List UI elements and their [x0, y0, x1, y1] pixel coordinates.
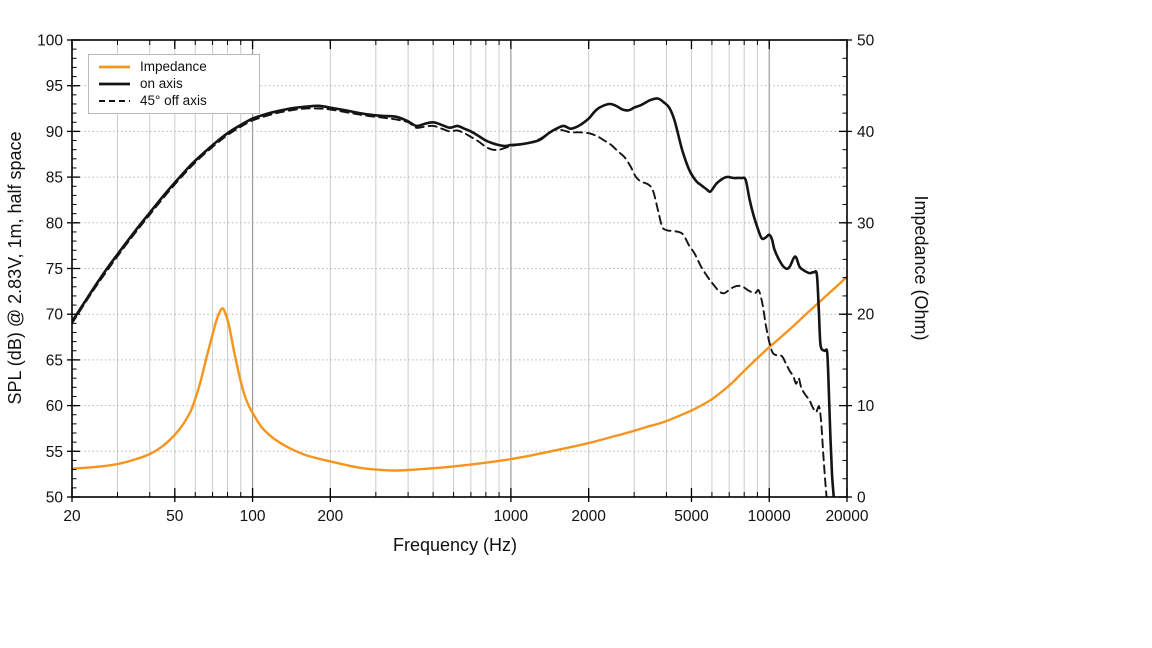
left-y-tick-label-70: 70 [46, 307, 64, 324]
legend: Impedance on axis 45° off axis [88, 54, 260, 114]
right-y-tick-label-50: 50 [857, 33, 875, 50]
legend-label-45-off-axis: 45° off axis [140, 93, 207, 108]
legend-item-impedance: Impedance [98, 59, 251, 74]
impedance-line-sample [98, 64, 131, 70]
x-tick-label-10000: 10000 [748, 508, 791, 525]
curves [72, 97, 847, 497]
x-tick-label-100: 100 [240, 508, 266, 525]
x-tick-label-2000: 2000 [571, 508, 606, 525]
curve-45-off-axis [72, 107, 828, 497]
x-tick-label-200: 200 [317, 508, 343, 525]
legend-label-impedance: Impedance [140, 59, 207, 74]
left-y-tick-label-100: 100 [37, 33, 63, 50]
left-y-tick-label-55: 55 [46, 444, 63, 461]
left-y-tick-label-85: 85 [46, 170, 63, 187]
x-tick-label-20000: 20000 [825, 508, 868, 525]
legend-item-45-off-axis: 45° off axis [98, 93, 251, 108]
legend-item-on-axis: on axis [98, 76, 251, 91]
curve-impedance [72, 275, 847, 472]
right-y-tick-label-20: 20 [857, 307, 875, 324]
curve-on-axis [72, 97, 836, 497]
left-y-axis-title: SPL (dB) @ 2.83V, 1m, half space [5, 131, 25, 404]
right-y-tick-label-0: 0 [857, 490, 866, 507]
x-tick-label-5000: 5000 [674, 508, 709, 525]
left-y-tick-label-65: 65 [46, 352, 63, 369]
off-axis-line-sample [98, 98, 131, 104]
x-tick-label-50: 50 [166, 508, 184, 525]
left-y-tick-label-90: 90 [46, 124, 64, 141]
x-tick-label-20: 20 [63, 508, 81, 525]
x-tick-label-1000: 1000 [494, 508, 529, 525]
gridlines [72, 40, 847, 497]
axis-ticks [67, 39, 852, 502]
axis-tick-labels: 20 50 100 200 1000 2000 5000 10000 2000050556065… [37, 33, 874, 526]
right-y-tick-label-30: 30 [857, 215, 875, 232]
left-y-tick-label-60: 60 [46, 398, 64, 415]
x-axis-title: Frequency (Hz) [393, 535, 517, 555]
on-axis-line-sample [98, 81, 131, 87]
left-y-tick-label-95: 95 [46, 78, 63, 95]
left-y-tick-label-75: 75 [46, 261, 63, 278]
left-y-tick-label-50: 50 [46, 490, 64, 507]
right-y-tick-label-10: 10 [857, 398, 875, 415]
left-y-tick-label-80: 80 [46, 215, 64, 232]
right-y-axis-title: Impedance (Ohm) [911, 195, 931, 340]
legend-label-on-axis: on axis [140, 76, 183, 91]
right-y-tick-label-40: 40 [857, 124, 875, 141]
